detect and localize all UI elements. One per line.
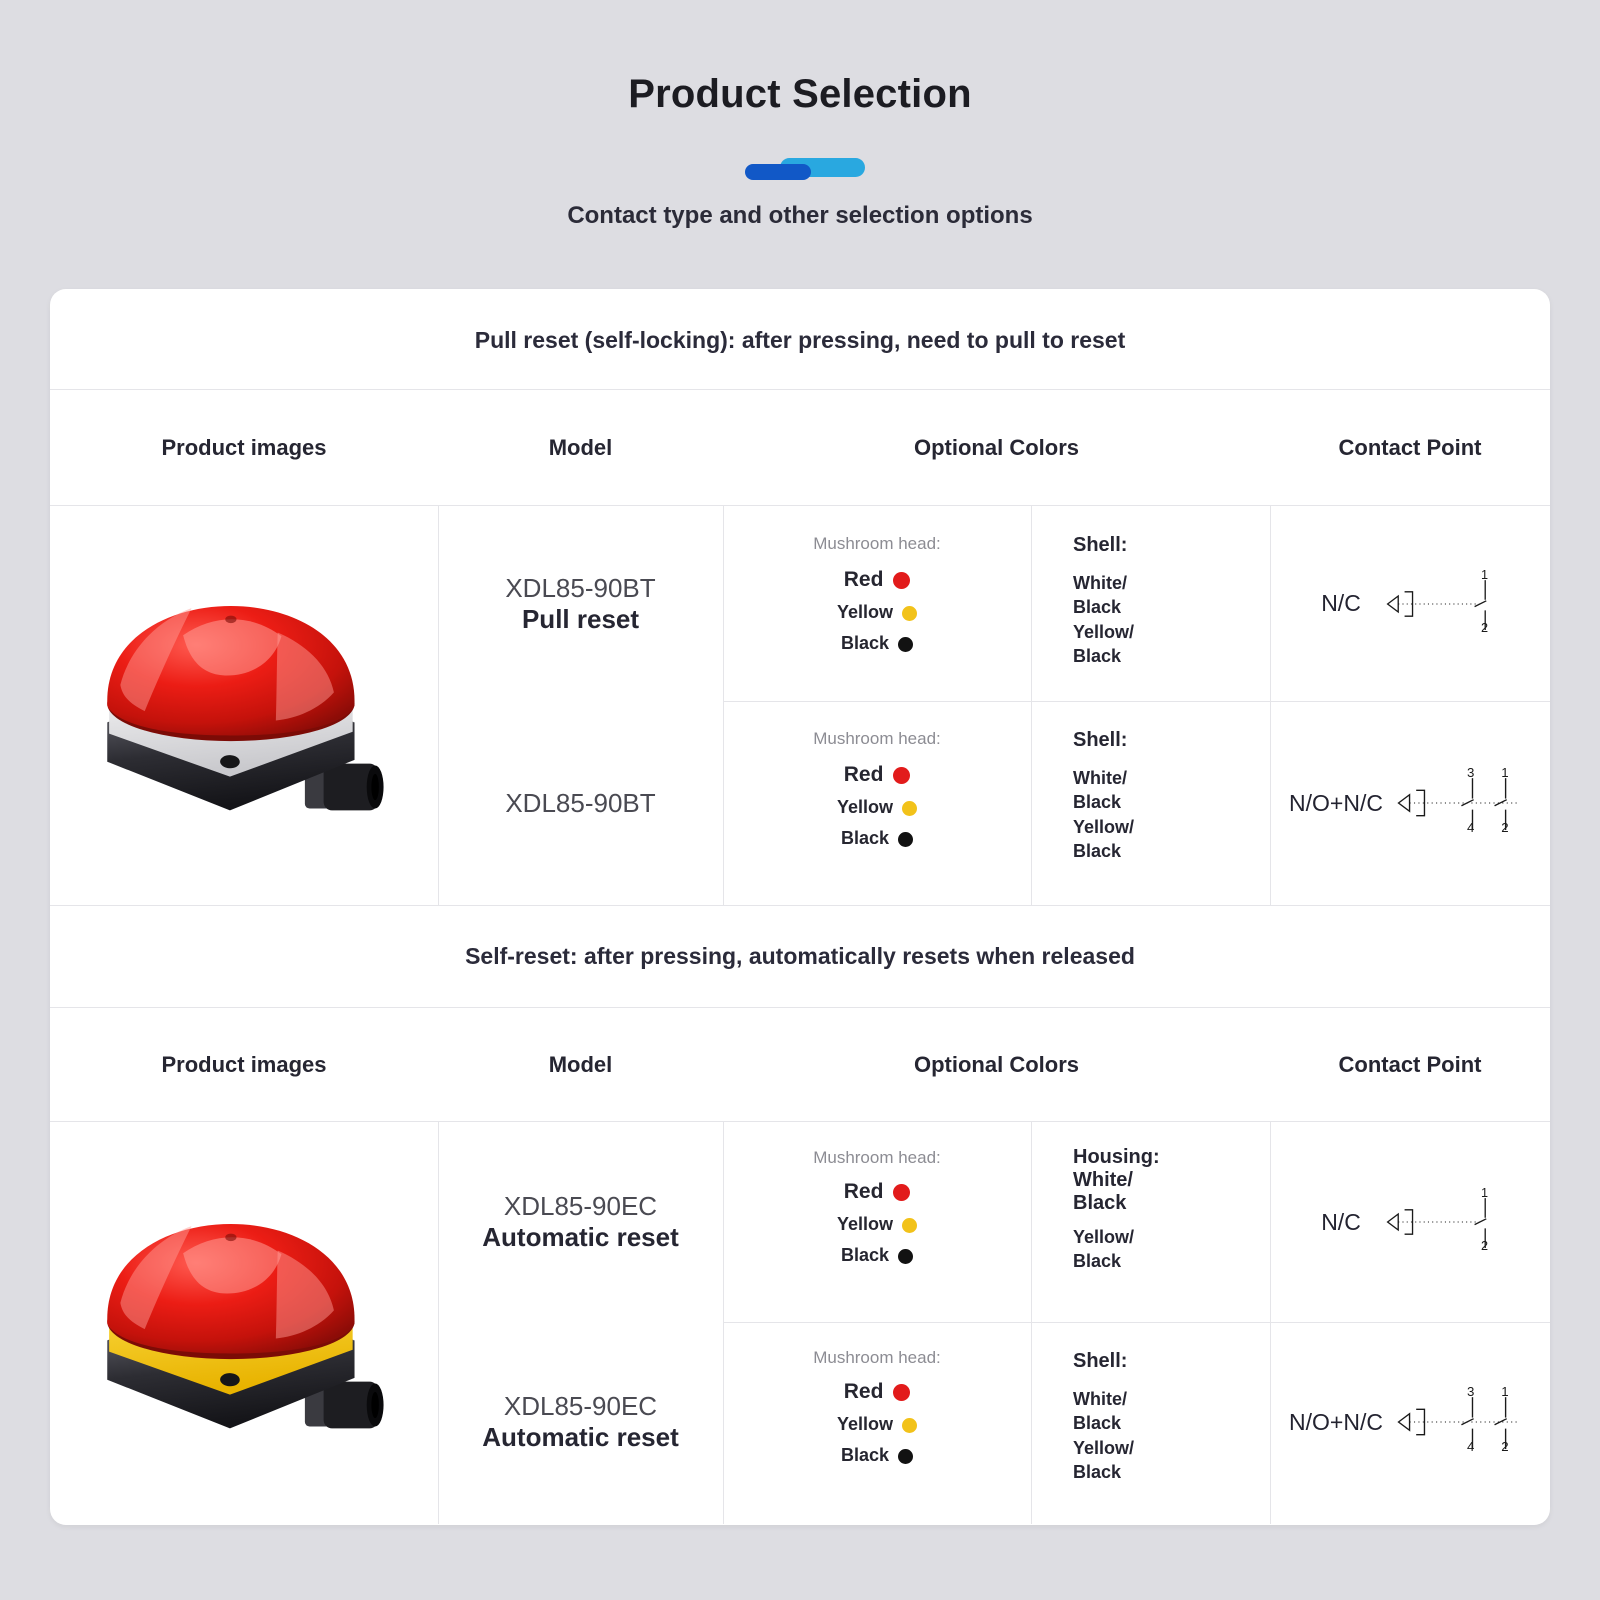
svg-text:2: 2: [1481, 1238, 1488, 1253]
svg-text:3: 3: [1467, 1384, 1474, 1399]
svg-text:2: 2: [1481, 620, 1488, 635]
svg-text:1: 1: [1481, 567, 1488, 582]
svg-text:2: 2: [1501, 820, 1508, 835]
svg-text:1: 1: [1501, 1384, 1508, 1399]
svg-text:3: 3: [1467, 765, 1474, 780]
svg-text:4: 4: [1467, 1439, 1474, 1454]
svg-text:4: 4: [1467, 820, 1474, 835]
svg-text:1: 1: [1501, 765, 1508, 780]
svg-text:1: 1: [1481, 1185, 1488, 1200]
svg-text:2: 2: [1501, 1439, 1508, 1454]
